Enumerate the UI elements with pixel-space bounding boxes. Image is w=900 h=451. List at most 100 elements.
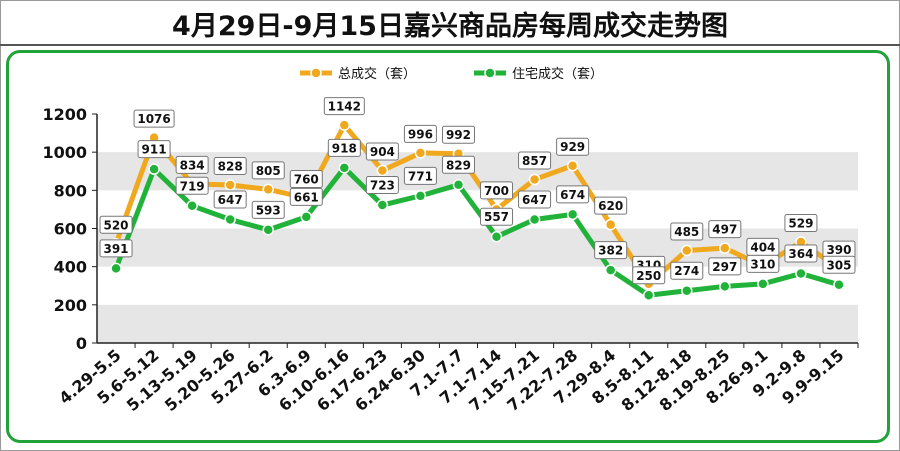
data-label: 647 <box>522 193 547 207</box>
data-label: 364 <box>788 247 813 261</box>
data-label: 1076 <box>137 112 170 126</box>
data-label-box <box>99 239 133 258</box>
data-label: 382 <box>598 244 623 258</box>
data-label: 274 <box>674 264 699 278</box>
data-label-box <box>746 254 780 273</box>
data-label-box <box>251 200 285 219</box>
data-label: 391 <box>103 242 128 256</box>
series-2-point <box>528 213 541 226</box>
data-label-box <box>323 97 365 116</box>
series-2-point <box>604 264 617 276</box>
series-1-point <box>566 159 579 172</box>
data-label: 520 <box>103 218 128 232</box>
data-label-box <box>784 244 818 263</box>
data-label: 250 <box>636 269 661 283</box>
data-label: 911 <box>142 143 167 157</box>
data-label: 929 <box>560 140 585 154</box>
data-label-box <box>133 109 175 128</box>
data-label-box <box>480 181 514 200</box>
y-tick-label: 600 <box>54 220 87 239</box>
data-label-box <box>518 151 552 170</box>
series-2-point <box>300 211 313 223</box>
data-label: 620 <box>598 199 623 213</box>
data-label: 700 <box>484 184 509 198</box>
series-2-point <box>681 284 693 297</box>
data-label-box <box>556 137 590 156</box>
data-label-box <box>175 155 209 174</box>
data-label-box <box>365 142 399 161</box>
data-label: 857 <box>522 154 547 168</box>
series-2-point <box>795 267 807 280</box>
y-tick-label: 800 <box>54 181 87 200</box>
y-tick-label: 1000 <box>42 143 87 162</box>
data-label-box <box>403 124 437 143</box>
data-label-box <box>632 266 666 285</box>
series-2-point <box>224 213 236 226</box>
data-label: 829 <box>446 158 471 172</box>
series-2-point <box>719 280 731 293</box>
legend-swatch-marker <box>310 67 322 79</box>
data-label-box <box>175 176 209 195</box>
data-label-box <box>403 166 437 185</box>
data-label: 305 <box>826 258 851 272</box>
data-label: 1142 <box>328 100 361 114</box>
data-label-box <box>213 190 247 209</box>
data-label-box <box>670 222 704 241</box>
series-1-point <box>414 147 427 159</box>
series-2-point <box>262 224 274 236</box>
data-label: 805 <box>256 164 281 178</box>
data-label-box <box>708 257 742 276</box>
data-label: 497 <box>712 223 737 237</box>
series-2-point <box>452 179 465 191</box>
chart-title: 4月29日-9月15日嘉兴商品房每周成交走势图 <box>172 11 728 42</box>
legend-label: 住宅成交（套） <box>512 66 603 82</box>
data-label-box <box>518 190 552 209</box>
grid-band <box>97 228 858 267</box>
data-label: 918 <box>332 141 357 155</box>
series-2-point <box>338 162 351 174</box>
series-2-point <box>414 190 427 202</box>
data-label-box <box>289 169 323 188</box>
data-label-box <box>365 176 399 195</box>
data-label: 297 <box>712 260 737 274</box>
data-label-box <box>251 161 285 180</box>
data-label: 834 <box>180 158 205 172</box>
data-label: 992 <box>446 128 471 142</box>
data-label-box <box>784 214 818 233</box>
series-2-point <box>833 279 845 291</box>
data-label: 661 <box>294 190 319 204</box>
data-label: 647 <box>218 193 243 207</box>
series-line-2 <box>113 165 840 298</box>
series-2-point <box>642 289 655 302</box>
data-label: 529 <box>788 217 813 231</box>
data-label-box <box>441 155 475 174</box>
y-tick-label: 1200 <box>42 105 87 124</box>
series-2-point <box>186 200 198 212</box>
y-tick-label: 200 <box>54 296 87 315</box>
data-label: 310 <box>750 257 775 271</box>
data-label-box <box>556 185 590 204</box>
legend-swatch-marker <box>484 67 496 79</box>
data-label-box <box>137 140 171 159</box>
data-label-box <box>441 125 475 144</box>
data-label: 390 <box>826 243 851 257</box>
data-label-box <box>480 207 514 226</box>
series-2-point <box>376 199 389 211</box>
series-2-point <box>566 208 579 221</box>
data-label-box <box>822 255 856 274</box>
data-label-box <box>594 196 628 215</box>
series-1-point <box>719 242 731 254</box>
data-label: 485 <box>674 225 699 239</box>
data-label: 723 <box>370 179 395 193</box>
y-tick-label: 400 <box>54 258 87 277</box>
series-2-point <box>110 262 122 275</box>
series-2-point <box>148 163 160 175</box>
data-label: 904 <box>370 145 395 159</box>
data-label: 557 <box>484 210 509 224</box>
data-label: 404 <box>750 240 775 254</box>
series-1-point <box>224 179 236 191</box>
grid-band <box>97 304 858 343</box>
data-label: 719 <box>180 179 205 193</box>
series-1-point <box>262 183 274 196</box>
